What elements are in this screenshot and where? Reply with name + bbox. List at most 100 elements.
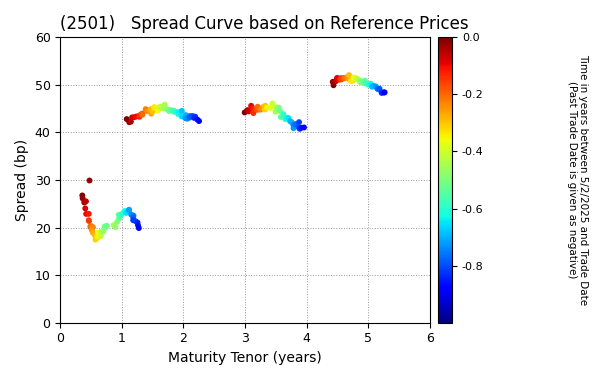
Point — [190, 114, 200, 120]
Point — [295, 126, 305, 132]
Point — [371, 84, 381, 90]
Point — [141, 106, 151, 112]
Point — [156, 105, 166, 111]
Point — [86, 224, 95, 230]
Point — [346, 78, 356, 84]
Point — [351, 75, 361, 81]
Point — [182, 116, 192, 122]
Point — [188, 113, 197, 119]
Point — [96, 233, 106, 239]
Point — [98, 228, 108, 234]
Point — [355, 79, 365, 86]
Point — [124, 119, 134, 125]
Point — [281, 116, 290, 122]
Point — [343, 74, 352, 80]
Point — [121, 209, 131, 215]
Point — [166, 108, 176, 114]
Point — [154, 104, 164, 110]
Point — [275, 108, 285, 114]
Point — [159, 105, 169, 111]
Point — [291, 121, 301, 127]
Point — [185, 113, 195, 119]
Point — [332, 77, 341, 83]
Point — [134, 225, 143, 231]
Point — [128, 214, 138, 220]
Point — [284, 115, 293, 121]
Point — [97, 230, 106, 236]
Point — [257, 105, 267, 111]
Point — [82, 211, 91, 217]
Point — [377, 89, 386, 95]
Point — [185, 114, 194, 120]
Point — [369, 83, 379, 89]
Point — [128, 212, 138, 218]
Point — [349, 74, 359, 81]
Point — [102, 223, 112, 229]
Point — [131, 114, 141, 120]
Point — [268, 100, 277, 106]
Point — [348, 78, 358, 84]
Point — [276, 114, 286, 120]
Point — [287, 119, 296, 125]
Point — [177, 113, 187, 119]
Point — [80, 205, 90, 211]
Point — [286, 118, 295, 124]
Point — [128, 217, 138, 223]
Point — [115, 214, 125, 220]
Point — [133, 222, 143, 228]
Point — [259, 104, 269, 110]
Point — [166, 107, 175, 113]
Point — [251, 106, 260, 112]
Point — [86, 223, 95, 230]
Point — [247, 103, 256, 109]
Point — [78, 195, 88, 201]
Point — [278, 111, 288, 117]
Point — [377, 90, 386, 96]
Point — [289, 125, 298, 131]
Point — [181, 115, 190, 121]
Point — [137, 112, 147, 118]
Point — [253, 104, 262, 110]
Point — [194, 118, 204, 124]
Point — [153, 108, 163, 114]
Point — [174, 109, 184, 115]
Point — [131, 218, 140, 224]
Point — [126, 119, 136, 125]
Point — [355, 78, 364, 84]
Point — [299, 124, 309, 130]
Point — [240, 109, 250, 116]
Point — [143, 108, 152, 114]
Point — [272, 106, 282, 112]
Point — [274, 105, 284, 111]
Point — [272, 104, 281, 110]
Point — [328, 79, 338, 85]
Point — [361, 80, 370, 86]
Point — [112, 219, 122, 225]
Y-axis label: Spread (bp): Spread (bp) — [15, 139, 29, 221]
Point — [127, 114, 137, 120]
X-axis label: Maturity Tenor (years): Maturity Tenor (years) — [168, 351, 322, 365]
Point — [88, 224, 98, 230]
Point — [282, 115, 292, 121]
Point — [177, 108, 187, 114]
Point — [294, 119, 304, 125]
Point — [335, 77, 344, 83]
Point — [163, 106, 172, 112]
Point — [266, 105, 275, 111]
Point — [97, 229, 106, 235]
Point — [110, 224, 120, 230]
Point — [84, 217, 94, 223]
Point — [337, 76, 346, 82]
Point — [244, 108, 253, 114]
Point — [248, 110, 258, 116]
Point — [86, 223, 96, 229]
Point — [260, 106, 270, 112]
Point — [338, 75, 348, 81]
Point — [149, 105, 158, 111]
Point — [373, 86, 383, 92]
Point — [278, 113, 288, 119]
Point — [248, 105, 257, 111]
Point — [373, 86, 382, 92]
Point — [116, 212, 125, 218]
Point — [173, 111, 183, 117]
